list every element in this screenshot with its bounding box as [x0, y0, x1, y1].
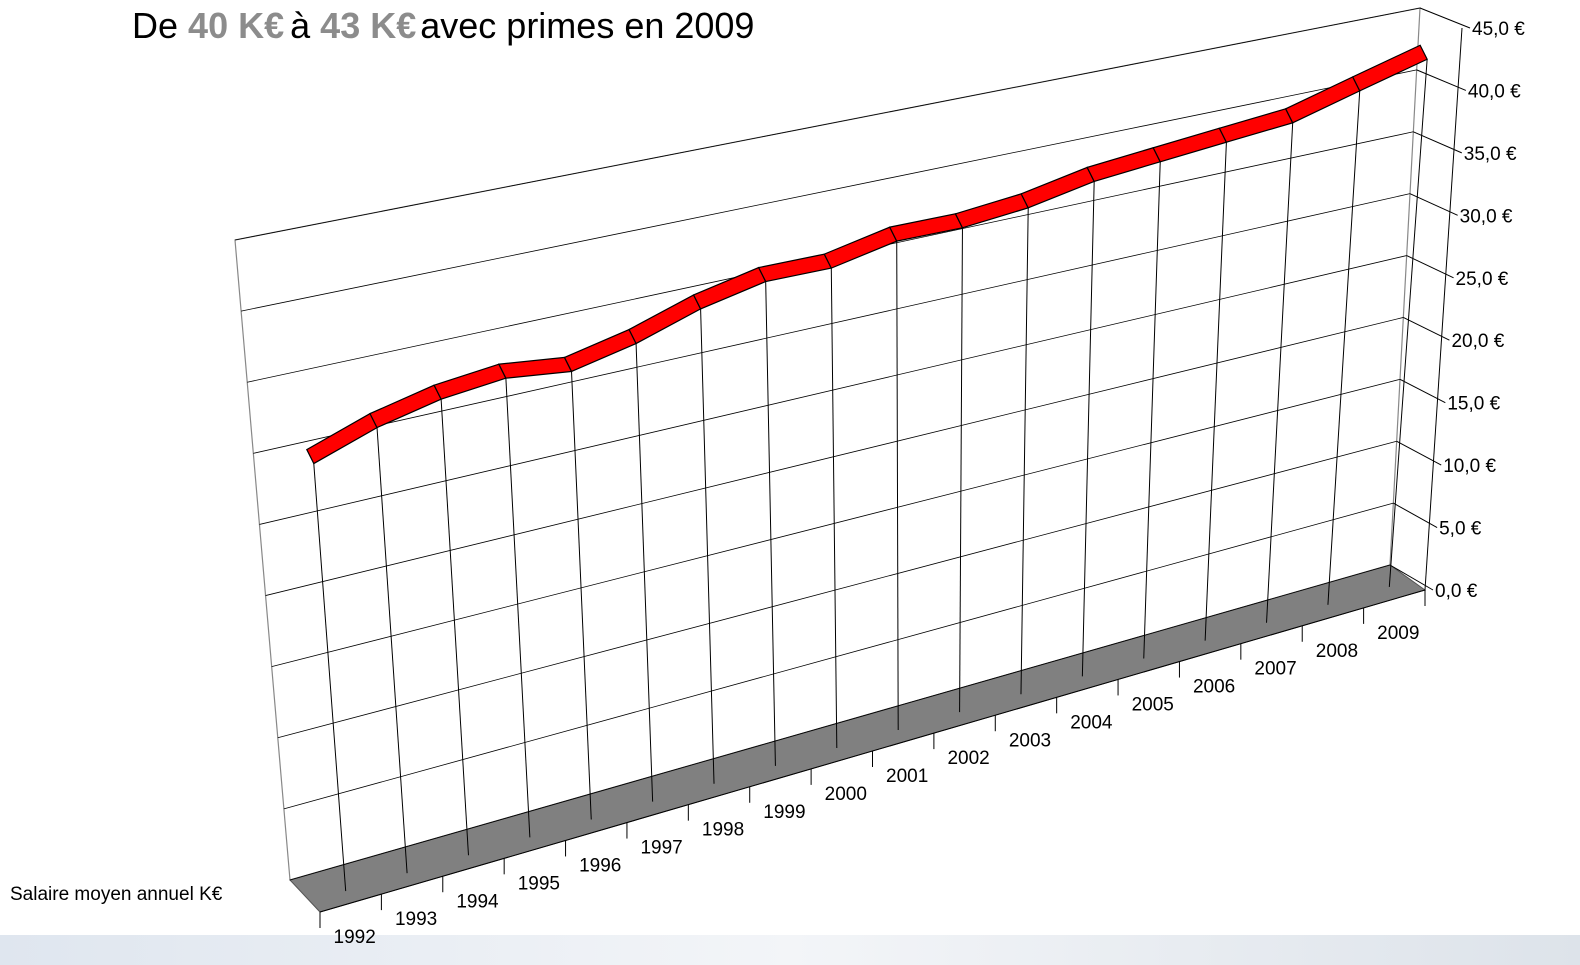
x-axis [319, 589, 1426, 913]
y-tick [1403, 316, 1450, 341]
x-tick-label: 2006 [1193, 677, 1235, 698]
drop-line [635, 343, 654, 802]
ribbon-segment [628, 294, 702, 345]
x-tick-label: 1999 [763, 802, 805, 823]
ribbon-segment [1020, 166, 1096, 209]
x-tick-label: 1993 [395, 909, 437, 930]
ribbon-segment [1351, 44, 1428, 92]
drop-line [1020, 207, 1029, 695]
ribbon-segment [692, 266, 767, 310]
x-tick-label: 2007 [1254, 659, 1296, 680]
drop-line [1204, 142, 1227, 641]
floor [289, 564, 1427, 913]
y-tick [1396, 440, 1442, 466]
grid-line [289, 564, 1391, 881]
x-tick-label: 2005 [1132, 695, 1174, 716]
drop-line [896, 241, 899, 731]
ribbon-segment [888, 213, 964, 242]
y-tick-label: 0,0 € [1435, 581, 1478, 602]
title-to: 43 K€ [320, 5, 416, 46]
ribbon-segment [563, 328, 637, 373]
x-tick-label: 2004 [1070, 712, 1113, 733]
grid-line [241, 69, 1417, 312]
ribbon-segment [757, 253, 833, 283]
y-tick-label: 40,0 € [1468, 81, 1521, 102]
chart-title: De 40 K€ à 43 K€ avec primes en 2009 [132, 5, 754, 46]
y-tick [1409, 193, 1458, 216]
y-tick [1416, 69, 1467, 91]
grid-line [271, 378, 1401, 668]
y-axis [1424, 27, 1463, 591]
x-tick-label: 2000 [825, 784, 867, 805]
x-tick-label: 1997 [640, 838, 682, 859]
y-tick-label: 45,0 € [1472, 19, 1525, 40]
drop-line [765, 281, 776, 766]
series-label: Salaire moyen annuel K€ [10, 884, 223, 905]
ribbon-segment [1284, 76, 1361, 124]
y-tick [1419, 7, 1471, 29]
x-tick-label: 2001 [886, 766, 928, 787]
ribbon-segment [954, 193, 1030, 229]
y-tick [1393, 502, 1438, 528]
drop-line [571, 371, 592, 820]
ribbon-segment [433, 363, 507, 400]
drop-line [505, 378, 531, 838]
x-tick-label: 1995 [518, 873, 560, 894]
title-suffix: avec primes en 2009 [420, 5, 754, 46]
y-tick [1399, 378, 1446, 404]
x-tick-label: 1994 [456, 891, 499, 912]
drop-line [700, 308, 715, 784]
x-tick-label: 2003 [1009, 730, 1051, 751]
title-from: 40 K€ [188, 5, 284, 46]
drop-line [376, 427, 408, 874]
drop-line [959, 227, 963, 713]
drop-line [1266, 122, 1294, 623]
ribbon-segment [369, 384, 442, 429]
drop-line [1143, 161, 1161, 659]
drop-line [1327, 90, 1361, 605]
y-tick-label: 20,0 € [1451, 331, 1504, 352]
x-tick-label: 2008 [1316, 641, 1358, 662]
ribbon-segment [497, 356, 573, 379]
drop-line [313, 463, 347, 892]
x-tick-label: 1998 [702, 820, 744, 841]
footer-band [0, 935, 1580, 965]
y-tick-label: 35,0 € [1464, 144, 1517, 165]
title-prefix: De [132, 5, 178, 46]
x-tick-label: 2009 [1377, 623, 1419, 644]
drop-line [1388, 59, 1428, 587]
grid-line [234, 7, 1421, 241]
ribbon-segment [1218, 108, 1294, 143]
x-tick-label: 1992 [334, 927, 376, 948]
y-tick [1389, 564, 1434, 591]
y-tick-label: 15,0 € [1447, 394, 1500, 415]
drop-line [440, 399, 469, 856]
y-tick-label: 5,0 € [1439, 519, 1482, 540]
ribbon-segment [1086, 147, 1162, 183]
y-tick-label: 10,0 € [1443, 456, 1496, 477]
x-tick-label: 2002 [947, 748, 989, 769]
grid-line [277, 440, 1397, 739]
y-tick-label: 30,0 € [1460, 206, 1513, 227]
ribbon-segment [823, 226, 898, 269]
drop-line [830, 268, 838, 748]
ribbon-segment [1152, 127, 1228, 163]
drop-line [1081, 181, 1095, 677]
y-tick [1406, 255, 1454, 279]
title-middle: à [290, 5, 311, 46]
x-tick-label: 1996 [579, 856, 621, 877]
y-tick-label: 25,0 € [1456, 269, 1509, 290]
grid-line [265, 317, 1404, 596]
